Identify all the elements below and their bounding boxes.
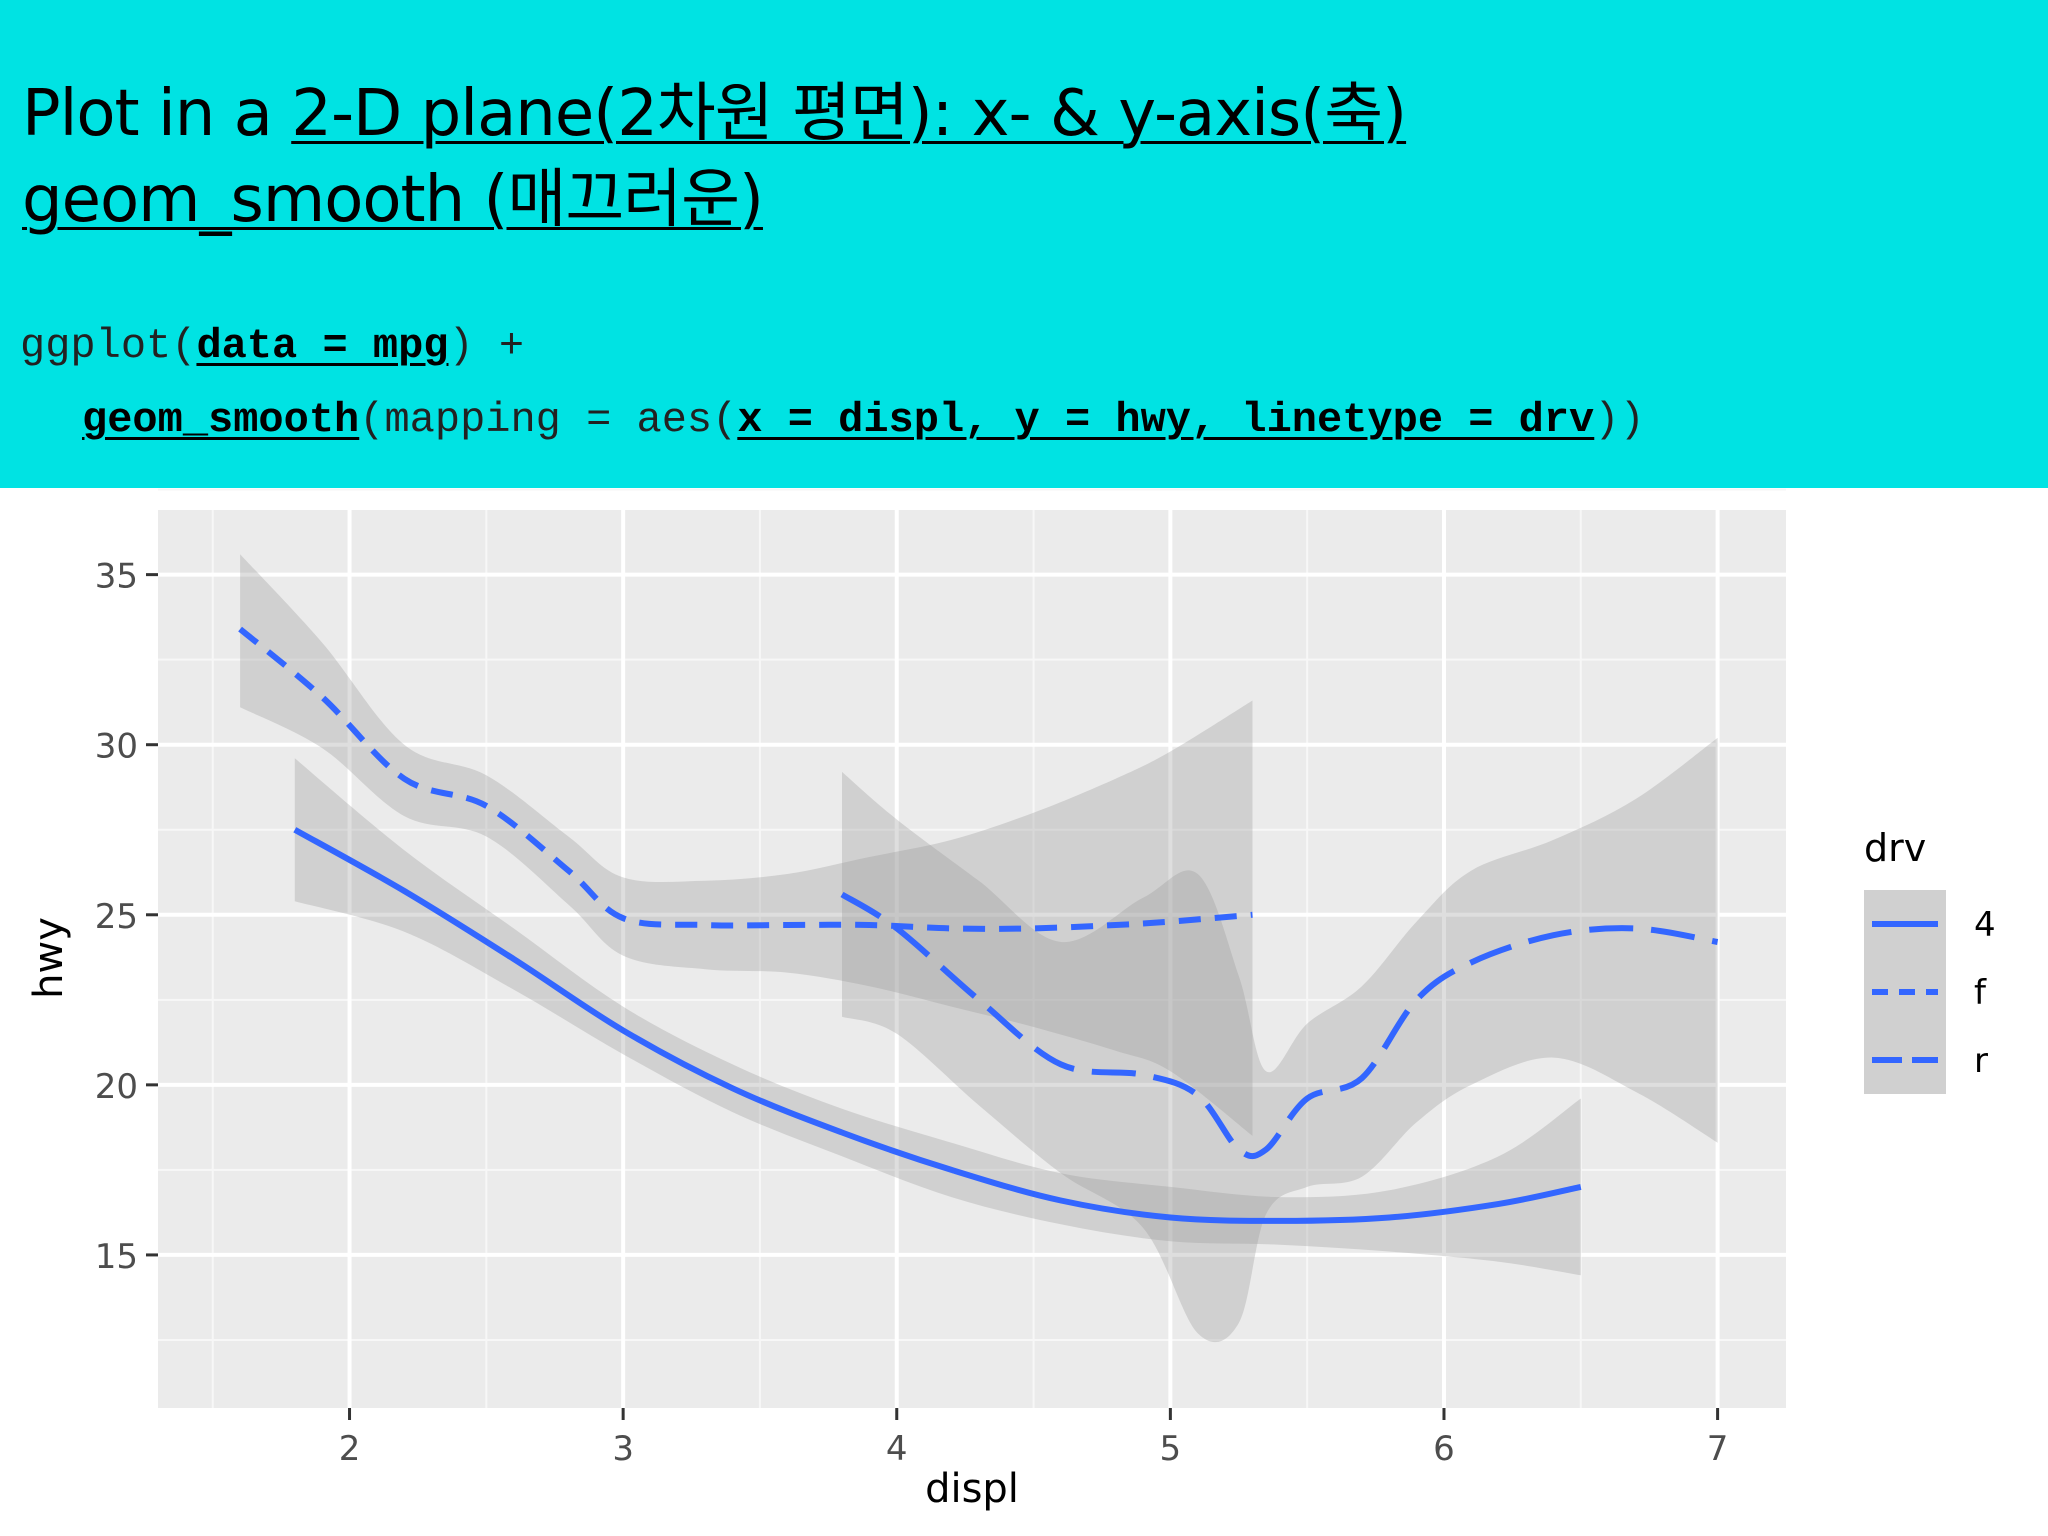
grid-minor [158, 488, 1786, 1408]
smooth-lines [238, 626, 1719, 1224]
x-axis: 2 3 4 5 6 7 [339, 1408, 1729, 1469]
legend-label-r: r [1974, 1041, 1988, 1081]
code-aes-args[interactable]: x = displ, y = hwy, linetype = drv [737, 396, 1595, 444]
line-f [238, 626, 1253, 932]
title-link-2d-plane[interactable]: 2-D plane(2차원 평면): x- & y-axis(축) [291, 77, 1407, 151]
legend-label-4: 4 [1974, 905, 1996, 945]
code-ggplot: ggplot( [20, 322, 197, 370]
band-f [240, 554, 1253, 1136]
code-mapping: (mapping = aes( [359, 396, 738, 444]
title-link-geom-smooth[interactable]: geom_smooth (매끄러운) [22, 163, 764, 237]
y-tick-label-15: 15 [95, 1237, 138, 1277]
x-tick-label-4: 4 [886, 1429, 908, 1469]
x-tick-label-3: 3 [612, 1429, 634, 1469]
x-tick-label-6: 6 [1433, 1429, 1455, 1469]
y-tick-label-25: 25 [95, 897, 138, 937]
code-line-1: ggplot(data = mpg) + [20, 322, 524, 370]
band-4 [294, 758, 1581, 1276]
y-axis-label: hwy [26, 917, 72, 999]
x-tick-label-5: 5 [1160, 1429, 1182, 1469]
y-tick-label-20: 20 [95, 1067, 138, 1107]
code-data-arg[interactable]: data = mpg [196, 322, 449, 370]
band-r [842, 737, 1718, 1343]
code-line-2: geom_smooth(mapping = aes(x = displ, y =… [82, 396, 1645, 444]
y-axis: 15 20 25 30 35 [95, 557, 158, 1277]
x-tick-label-2: 2 [339, 1429, 361, 1469]
legend: drv 4 fr [1864, 826, 1996, 1094]
legend-label-f: f [1974, 973, 1987, 1013]
confidence-bands [240, 554, 1718, 1343]
y-tick-label-35: 35 [95, 557, 138, 597]
code-plus: ) + [448, 322, 525, 370]
code-close: )) [1594, 396, 1645, 444]
smooth-chart: 15 20 25 30 35 2 3 4 5 6 7 displ hwy drv 4 fr [26, 488, 1996, 1512]
x-axis-label: displ [925, 1466, 1019, 1512]
grid-major [158, 510, 1786, 1408]
title-prefix: Plot in a [22, 77, 292, 151]
legend-title: drv [1864, 826, 1926, 870]
slide-title-line-1: Plot in a 2-D plane(2차원 평면): x- & y-axis… [22, 62, 1407, 154]
x-tick-label-7: 7 [1707, 1429, 1729, 1469]
y-tick-label-30: 30 [95, 727, 138, 767]
slide-title-line-2: geom_smooth (매끄러운) [22, 148, 764, 240]
line-r [840, 891, 1719, 1160]
slide-header: Plot in a 2-D plane(2차원 평면): x- & y-axis… [0, 0, 2048, 488]
line-4 [293, 827, 1582, 1224]
code-geom-smooth[interactable]: geom_smooth [82, 396, 360, 444]
